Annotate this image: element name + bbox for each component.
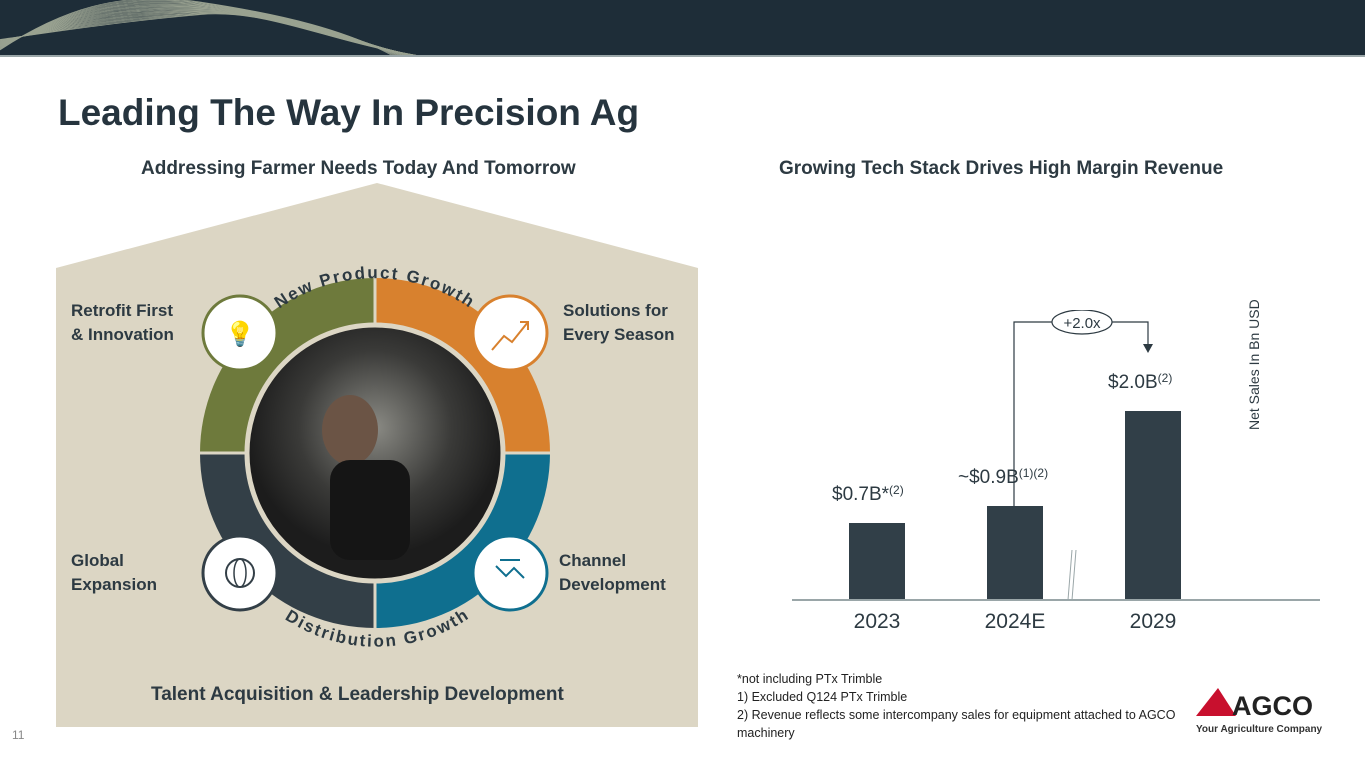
handshake-icon: [471, 534, 549, 612]
bar-2029: [1125, 411, 1181, 599]
header-banner: [0, 0, 1365, 57]
quadrant-label-global: Global Expansion: [71, 551, 157, 594]
lightbulb-icon: 💡: [201, 294, 279, 372]
left-subtitle: Addressing Farmer Needs Today And Tomorr…: [141, 158, 576, 179]
bar-2024E: [987, 505, 1043, 599]
bar-2023: [849, 522, 905, 599]
footnotes: *not including PTx Trimble 1) Excluded Q1…: [737, 672, 1176, 740]
farmer-photo: [244, 322, 506, 584]
quadrant-label-channel: Channel Development: [559, 551, 666, 594]
bar-value-label: $2.0B(2): [1108, 371, 1173, 393]
y-axis-label: Net Sales In Bn USD: [1246, 299, 1262, 430]
bar-value-label: ~$0.9B(1)(2): [958, 465, 1049, 488]
x-tick-label: 2023: [853, 610, 901, 633]
growth-annotation: +2.0x: [1013, 310, 1153, 601]
page-title: Leading The Way In Precision Ag: [58, 92, 640, 133]
left-footer-label: Talent Acquisition & Leadership Developm…: [151, 684, 564, 705]
x-axis: [792, 599, 1320, 601]
globe-icon: [201, 534, 279, 612]
wave-decoration: [0, 0, 417, 55]
right-subtitle: Growing Tech Stack Drives High Margin Re…: [779, 158, 1224, 179]
growth-chart-icon: [471, 294, 549, 372]
house-diagram: New Product Growth Distribution Growth 💡: [56, 183, 698, 727]
x-tick-label: 2029: [1129, 610, 1177, 633]
svg-text:AGCO: AGCO: [1232, 691, 1313, 718]
x-tick-label: 2024E: [984, 610, 1046, 633]
quadrant-label-retrofit: Retrofit First & Innovation: [71, 301, 174, 344]
growth-multiplier-label: +2.0x: [1063, 315, 1101, 332]
page-number: 11: [12, 728, 25, 742]
svg-text:💡: 💡: [225, 320, 255, 348]
bar-value-label: $0.7B*(2): [832, 482, 904, 505]
agco-logo: AGCO Your Agriculture Company: [1196, 686, 1326, 735]
quadrant-label-solutions: Solutions for Every Season: [563, 301, 675, 344]
